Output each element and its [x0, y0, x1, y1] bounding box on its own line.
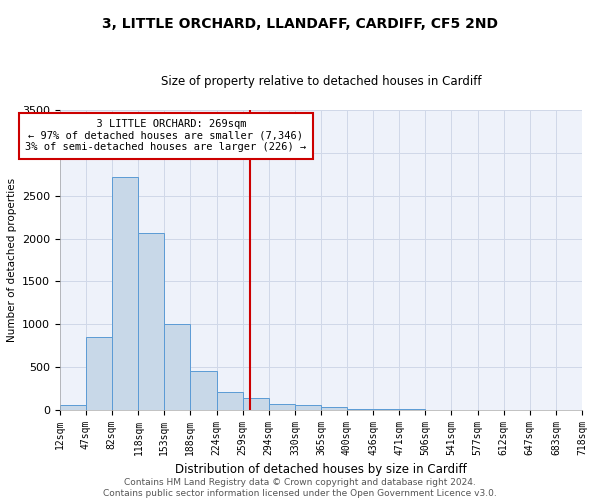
- Y-axis label: Number of detached properties: Number of detached properties: [7, 178, 17, 342]
- Bar: [321, 406, 347, 410]
- Bar: [112, 177, 139, 410]
- Bar: [164, 324, 190, 410]
- Bar: [295, 406, 321, 410]
- Bar: [269, 404, 295, 410]
- Text: Contains HM Land Registry data © Crown copyright and database right 2024.
Contai: Contains HM Land Registry data © Crown c…: [103, 478, 497, 498]
- Text: 3, LITTLE ORCHARD, LLANDAFF, CARDIFF, CF5 2ND: 3, LITTLE ORCHARD, LLANDAFF, CARDIFF, CF…: [102, 18, 498, 32]
- Bar: [217, 392, 242, 410]
- Bar: [60, 406, 86, 410]
- X-axis label: Distribution of detached houses by size in Cardiff: Distribution of detached houses by size …: [175, 464, 467, 476]
- Bar: [242, 398, 269, 410]
- Bar: [347, 408, 373, 410]
- Title: Size of property relative to detached houses in Cardiff: Size of property relative to detached ho…: [161, 75, 481, 88]
- Bar: [190, 372, 217, 410]
- Bar: [373, 409, 400, 410]
- Text: 3 LITTLE ORCHARD: 269sqm
← 97% of detached houses are smaller (7,346)
3% of semi: 3 LITTLE ORCHARD: 269sqm ← 97% of detach…: [25, 119, 307, 152]
- Bar: [139, 234, 164, 410]
- Bar: [86, 337, 112, 410]
